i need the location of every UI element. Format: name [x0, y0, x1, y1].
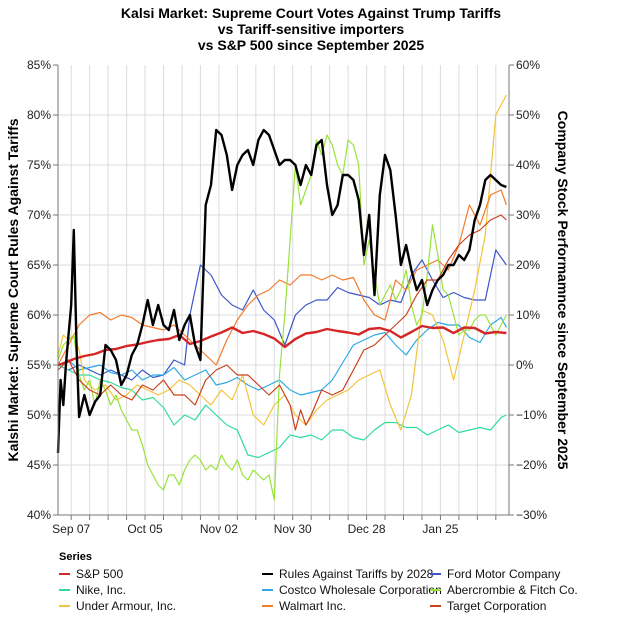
right-tick-label: 50%	[516, 108, 540, 122]
right-axis-title: Company Stock Performamnce since Septemb…	[555, 111, 571, 470]
legend-title: Series	[59, 551, 92, 563]
series-lines	[56, 94, 507, 501]
axes: 40% 45% 50% 55% 60% 65% 70% 75% 80% 85% −30% −20% −1…	[27, 58, 547, 536]
series-line-s-p-500	[57, 324, 507, 367]
left-tick-label: 65%	[27, 258, 51, 272]
series-line-ford-motor-company	[57, 249, 507, 381]
left-axis-title: Kalshi Market: Supreme Court Rules Again…	[5, 118, 21, 461]
series-line-nike-inc	[57, 364, 507, 459]
left-tick-label: 85%	[27, 58, 51, 72]
series-line-under-armour-inc	[57, 94, 507, 431]
legend-label-costco-wholesale-corporation: Costco Wholesale Corporation	[279, 583, 442, 597]
x-tick-label: Nov 30	[274, 522, 312, 536]
x-tick-label: Dec 28	[348, 522, 386, 536]
left-tick-label: 80%	[27, 108, 51, 122]
chart-title: Kalsi Market: Supreme Court Votes Agains…	[121, 5, 501, 53]
left-tick-label: 70%	[27, 208, 51, 222]
legend-label-under-armour-inc: Under Armour, Inc.	[76, 599, 176, 613]
left-tick-label: 75%	[27, 158, 51, 172]
legend-label-s-p-500: S&P 500	[76, 567, 123, 581]
x-tick-label: Sep 07	[52, 522, 90, 536]
right-tick-label: −10%	[516, 408, 547, 422]
left-tick-label: 50%	[27, 408, 51, 422]
legend-label-walmart-inc: Walmart Inc.	[279, 599, 346, 613]
legend-label-abercrombie-fitch-co: Abercrombie & Fitch Co.	[447, 583, 578, 597]
series-line-target-corporation	[57, 214, 507, 431]
series-line-walmart-inc	[57, 189, 507, 366]
right-tick-label: −20%	[516, 458, 547, 472]
legend-label-target-corporation: Target Corporation	[447, 599, 546, 613]
title-line-1: Kalsi Market: Supreme Court Votes Agains…	[121, 5, 501, 21]
right-tick-label: 30%	[516, 208, 540, 222]
right-tick-label: 60%	[516, 58, 540, 72]
right-tick-label: −30%	[516, 508, 547, 522]
left-tick-label: 55%	[27, 358, 51, 372]
left-tick-label: 45%	[27, 458, 51, 472]
x-tick-label: Jan 25	[422, 522, 458, 536]
gridlines	[58, 65, 509, 515]
x-tick-label: Oct 05	[127, 522, 163, 536]
series-line-abercrombie-fitch-co	[57, 134, 507, 501]
x-tick-label: Nov 02	[200, 522, 238, 536]
legend-label-ford-motor-company: Ford Motor Company	[447, 567, 560, 581]
series-line-rules-against-tariffs-by-2028	[56, 128, 507, 454]
right-tick-label: 20%	[516, 258, 540, 272]
legend-label-nike-inc: Nike, Inc.	[76, 583, 126, 597]
legend: Series S&P 500 Rules Against Tariffs by 2…	[59, 551, 578, 613]
legend-label-rules-against-tariffs-by-2028: Rules Against Tariffs by 2028	[279, 567, 434, 581]
title-line-2: vs Tariff-sensitive importers	[218, 21, 405, 37]
left-tick-label: 60%	[27, 308, 51, 322]
right-tick-label: 10%	[516, 308, 540, 322]
right-tick-label: 40%	[516, 158, 540, 172]
right-tick-label: 0%	[516, 358, 534, 372]
left-tick-label: 40%	[27, 508, 51, 522]
title-line-3: vs S&P 500 since September 2025	[198, 37, 424, 53]
